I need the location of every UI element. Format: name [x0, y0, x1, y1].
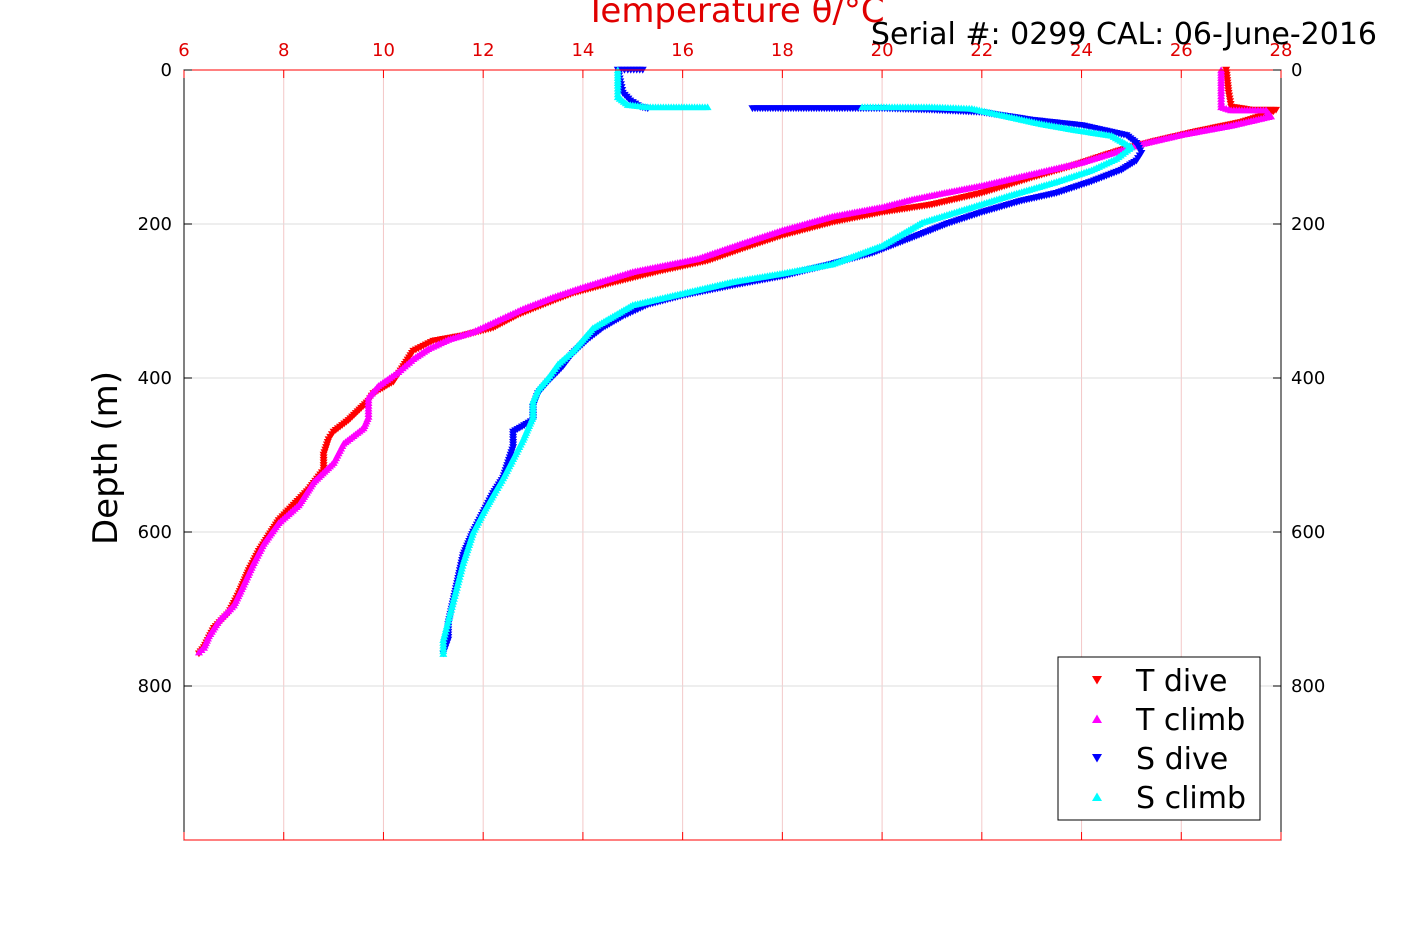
y-tick-label-right: 800 — [1291, 676, 1325, 697]
x-ticks: 6 8 10 12 14 16 18 20 22 24 26 28 — [178, 40, 1292, 840]
y-tick-label-right: 400 — [1291, 368, 1325, 389]
series-layer — [194, 66, 1281, 658]
x-tick-label: 24 — [1070, 40, 1093, 61]
y-tick-label-left: 600 — [138, 522, 172, 543]
x-tick-label: 12 — [472, 40, 495, 61]
legend-box — [1057, 656, 1261, 821]
chart-title: Serial #: 0299 CAL: 06-June-2016 — [871, 17, 1377, 52]
x-tick-label: 6 — [178, 40, 189, 61]
legend-label: T climb — [1135, 703, 1245, 738]
x-tick-label: 26 — [1170, 40, 1193, 61]
series-t-climb — [194, 66, 1276, 656]
x-tick-label: 16 — [671, 40, 694, 61]
legend: T dive T climb S dive S climb — [1057, 656, 1261, 821]
x-tick-label: 14 — [571, 40, 594, 61]
x-tick-label: 22 — [970, 40, 993, 61]
y-tick-label-left: 800 — [138, 676, 172, 697]
data-point — [194, 648, 203, 656]
y-tick-label-left: 200 — [138, 214, 172, 235]
y-ticks: 0 0 200 200 400 400 600 600 800 800 — [138, 60, 1326, 697]
x-tick-label: 28 — [1270, 40, 1293, 61]
data-point — [439, 650, 448, 657]
x-tick-label: 20 — [871, 40, 894, 61]
y-tick-label-right: 0 — [1291, 60, 1302, 81]
x-tick-label: 8 — [278, 40, 289, 61]
y-tick-label-right: 200 — [1291, 214, 1325, 235]
series-s-climb — [439, 66, 1136, 657]
y-axis-title: Depth (m) — [86, 371, 126, 545]
y-tick-label-left: 0 — [161, 60, 172, 81]
y-tick-label-left: 400 — [138, 368, 172, 389]
x-tick-label: 18 — [771, 40, 794, 61]
y-tick-label-right: 600 — [1291, 522, 1325, 543]
x-axis-title: Temperature θ/°C — [584, 0, 884, 31]
legend-marker — [1092, 676, 1102, 685]
legend-label: S climb — [1136, 781, 1246, 816]
series-s-dive — [439, 66, 1146, 658]
legend-marker — [1092, 714, 1102, 723]
legend-label: T dive — [1135, 664, 1227, 699]
legend-label: S dive — [1136, 742, 1228, 777]
x-tick-label: 10 — [372, 40, 395, 61]
legend-marker — [1092, 792, 1102, 801]
data-point — [703, 103, 712, 111]
legend-marker — [1092, 754, 1102, 763]
